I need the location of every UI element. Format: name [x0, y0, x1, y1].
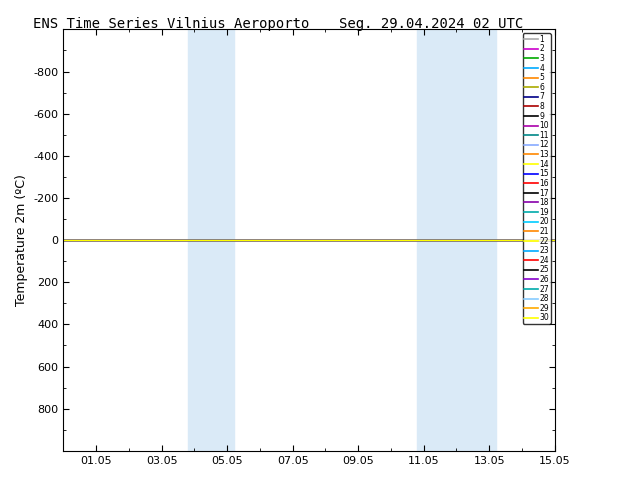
Text: Seg. 29.04.2024 02 UTC: Seg. 29.04.2024 02 UTC [339, 17, 523, 31]
Bar [188, 29, 234, 451]
Legend: 1, 2, 3, 4, 5, 6, 7, 8, 9, 10, 11, 12, 13, 14, 15, 16, 17, 18, 19, 20, 21, 22, 2: 1, 2, 3, 4, 5, 6, 7, 8, 9, 10, 11, 12, 1… [523, 33, 551, 324]
Text: ENS Time Series Vilnius Aeroporto: ENS Time Series Vilnius Aeroporto [33, 17, 309, 31]
Y-axis label: Temperature 2m (ºC): Temperature 2m (ºC) [15, 174, 28, 306]
Bar [417, 29, 496, 451]
